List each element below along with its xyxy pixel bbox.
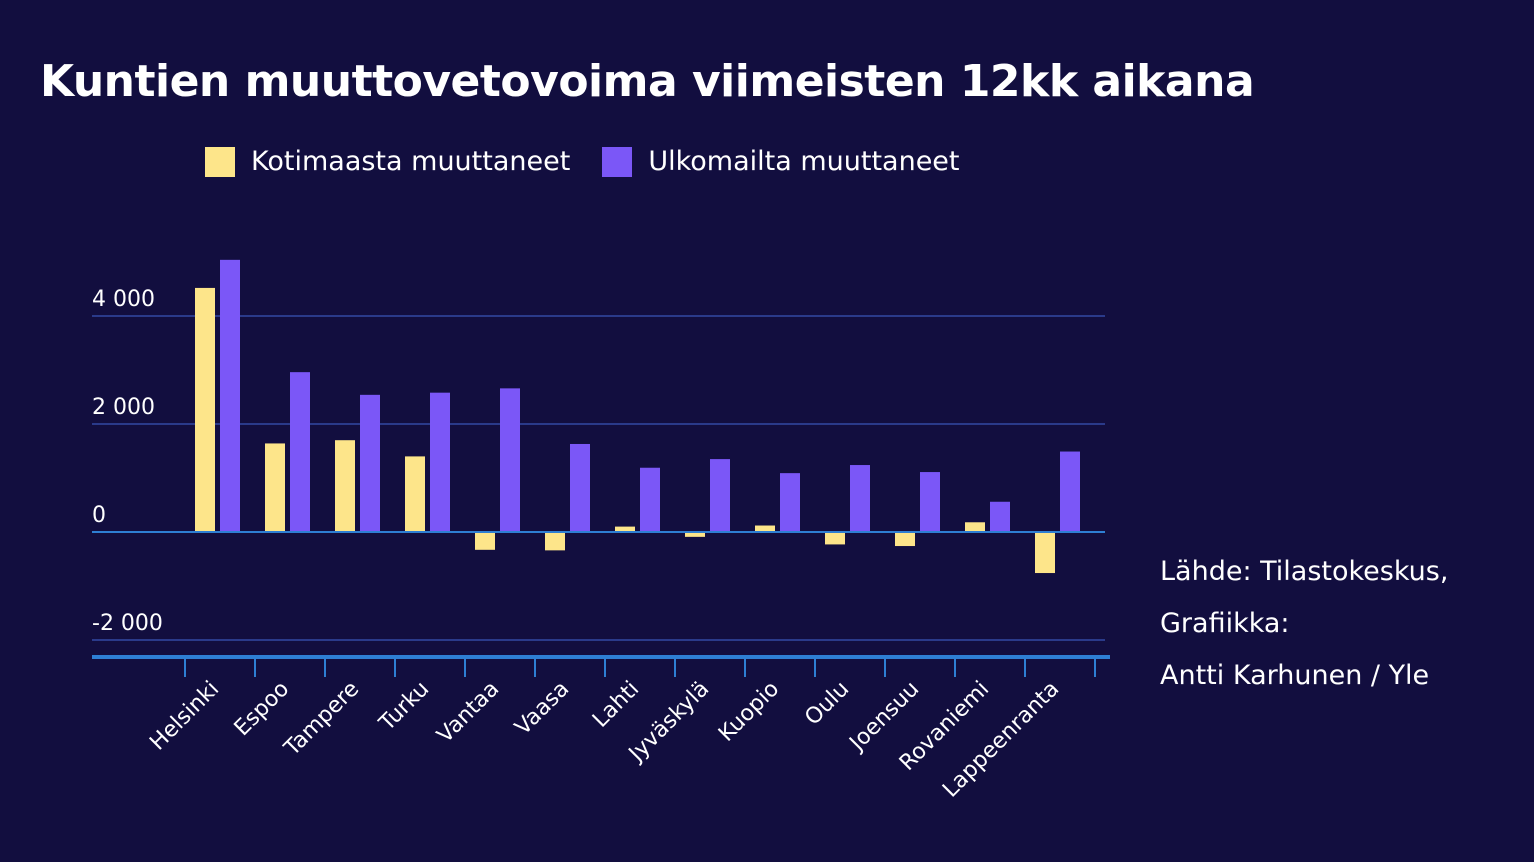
bar-foreign [1060,451,1080,532]
bar-domestic [335,440,355,532]
bar-foreign [710,459,730,532]
x-tick-label: Tampere [279,677,364,762]
bar-foreign [850,465,870,532]
legend-swatch-foreign [602,146,633,177]
legend-label-domestic: Kotimaasta muuttaneet [251,146,571,177]
bar-domestic [615,526,635,532]
x-tick-label: Lahti [588,677,644,733]
bar-domestic [965,522,985,532]
bar-foreign [430,392,450,532]
bar-domestic [1035,532,1055,574]
x-tick-label: Vaasa [510,677,574,741]
y-tick-label: 4 000 [92,287,155,312]
bar-domestic [475,532,495,550]
x-tick-label: Helsinki [145,677,224,756]
bar-foreign [640,467,660,532]
bar-foreign [990,501,1010,532]
bar-domestic [895,532,915,547]
bar-foreign [290,372,310,532]
legend: Kotimaasta muuttaneet Ulkomailta muuttan… [205,146,992,177]
legend-item-domestic: Kotimaasta muuttaneet [205,146,570,177]
bar-domestic [405,456,425,532]
x-tick-label: Oulu [800,677,854,731]
bar-domestic [825,532,845,545]
bar-foreign [220,259,240,532]
y-tick-label: 2 000 [92,395,155,420]
x-tick-label: Kuopio [714,677,784,747]
bar-domestic [755,525,775,532]
legend-label-foreign: Ulkomailta muuttaneet [648,146,960,177]
source-note: Lähde: Tilastokeskus, Grafiikka: Antti K… [1160,546,1448,702]
source-line-3: Antti Karhunen / Yle [1160,660,1430,691]
source-line-2: Grafiikka: [1160,608,1290,639]
bar-domestic [685,532,705,537]
bar-foreign [920,472,940,532]
bar-foreign [780,473,800,532]
bar-foreign [360,394,380,532]
bar-foreign [570,443,590,532]
legend-item-foreign: Ulkomailta muuttaneet [602,146,960,177]
legend-swatch-domestic [205,146,235,177]
x-tick-label: Turku [374,677,434,737]
bar-domestic [265,443,285,532]
source-line-1: Lähde: Tilastokeskus, [1160,556,1449,587]
x-tick-label: Vantaa [433,677,505,749]
y-tick-label: -2 000 [92,611,163,636]
x-tick-label: Espoo [230,677,295,742]
chart-title: Kuntien muuttovetovoima viimeisten 12kk … [40,56,1255,107]
bar-domestic [545,532,565,551]
bar-domestic [195,287,215,532]
y-tick-label: 0 [92,503,106,528]
bar-foreign [500,388,520,532]
